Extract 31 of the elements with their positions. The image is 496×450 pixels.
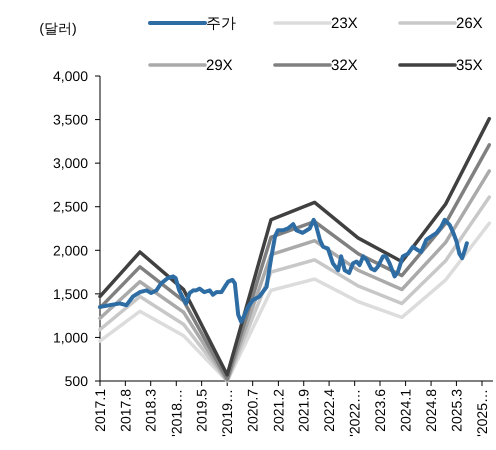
legend-label: 29X xyxy=(206,57,233,74)
legend-label: 26X xyxy=(456,15,483,32)
x-tick-label: '2025… xyxy=(474,389,490,437)
x-tick-label: 2021.2 xyxy=(270,388,286,432)
x-tick-label: 2017.8 xyxy=(117,388,134,432)
x-tick-label: 2019.5 xyxy=(194,388,210,432)
x-tick-label: '2018… xyxy=(168,389,184,437)
x-tick-label: 2023.6 xyxy=(372,388,388,432)
x-tick-label: 2017.1 xyxy=(92,388,108,432)
x-tick-label: 2021.9 xyxy=(296,388,312,432)
y-tick-label: 2,500 xyxy=(52,198,88,215)
legend-label: 32X xyxy=(331,57,358,74)
x-tick-label: '2022… xyxy=(346,389,363,437)
y-tick-label: 4,000 xyxy=(52,68,88,84)
y-axis-title: (달러) xyxy=(39,20,77,36)
y-tick-label: 2,000 xyxy=(52,242,88,258)
x-tick-label: 2018.3 xyxy=(142,388,159,432)
x-tick-label: 2025.3 xyxy=(448,388,464,432)
x-tick-label: 2020.7 xyxy=(244,388,261,432)
y-tick-label: 3,000 xyxy=(52,155,88,172)
legend-label: 23X xyxy=(331,15,358,32)
x-tick-label: 2024.8 xyxy=(423,388,440,432)
y-tick-label: 3,500 xyxy=(52,112,88,128)
x-tick-label: 2024.1 xyxy=(398,388,414,432)
y-tick-label: 1,000 xyxy=(52,329,88,346)
legend-label: 35X xyxy=(456,57,483,74)
y-tick-label: 1,500 xyxy=(52,286,88,302)
x-tick-label: '2019… xyxy=(219,389,236,437)
y-tick-label: 500 xyxy=(64,373,88,389)
legend-label: 주가 xyxy=(206,15,236,32)
x-tick-label: 2022.4 xyxy=(321,388,338,432)
